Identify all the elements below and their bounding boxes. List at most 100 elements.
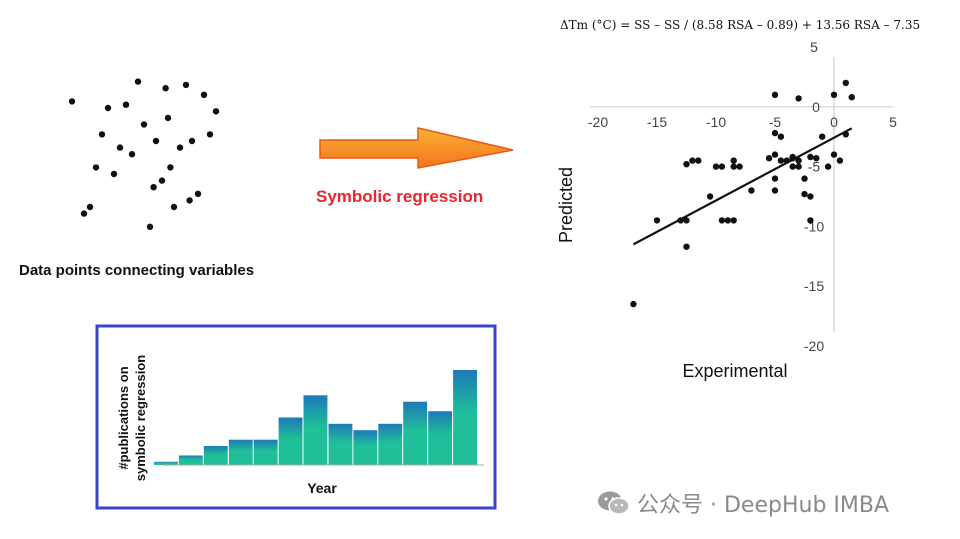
publication-bar: [154, 461, 178, 465]
scatter-point: [748, 187, 755, 194]
inset-x-label: Year: [307, 480, 337, 496]
raw-point: [98, 131, 106, 138]
scatter-point: [765, 155, 773, 162]
scatter-point: [824, 163, 832, 170]
x-tick-label: -20: [588, 114, 608, 130]
scatter-point: [695, 157, 702, 164]
fit-line: [632, 127, 853, 246]
scatter-point: [771, 91, 779, 99]
scatter-point: [683, 217, 690, 224]
scatter-point: [813, 155, 820, 162]
plot-tick-labels: -20 -15 -10 -5 0 5 5 0 -5 -10 -15 -20: [588, 39, 897, 354]
scatter-point: [830, 91, 838, 99]
x-axis-title: Experimental: [682, 361, 787, 381]
publication-bar: [353, 430, 378, 465]
publication-bar: [453, 370, 477, 465]
publication-bar: [328, 423, 353, 465]
raw-point: [162, 85, 169, 92]
predicted-vs-experimental-plot: -20 -15 -10 -5 0 550-5-10-15-20 Experimental …: [556, 39, 897, 381]
raw-data-caption: Data points connecting variables: [19, 262, 255, 279]
scatter-point: [801, 190, 808, 198]
plot-axes: [590, 57, 893, 332]
raw-point: [86, 203, 94, 211]
raw-point: [206, 131, 214, 138]
publication-bar: [253, 439, 278, 465]
y-tick-label: -15: [804, 278, 824, 294]
scatter-point: [795, 163, 802, 170]
raw-point: [110, 170, 118, 178]
publication-bars: [154, 370, 477, 465]
watermark: 公众号 · DeepHub IMBA: [597, 487, 889, 519]
scatter-point: [683, 161, 690, 168]
scatter-point: [771, 187, 779, 194]
y-tick-label: -10: [804, 218, 824, 234]
x-tick-label: -10: [706, 114, 726, 130]
scatter-point: [801, 175, 808, 182]
regression-formula: ΔTm (°C) = SS – SS / (8.58 RSA – 0.89) +…: [560, 18, 921, 32]
raw-point: [104, 104, 112, 112]
publication-bar: [203, 446, 228, 465]
arrow-label: Symbolic regression: [316, 187, 484, 206]
y-axis-title: Predicted: [556, 167, 576, 243]
publication-bar: [303, 395, 328, 465]
scatter-point: [836, 157, 844, 164]
scatter-point: [842, 79, 849, 87]
scatter-point: [830, 151, 838, 158]
scatter-point: [689, 157, 696, 164]
raw-point: [194, 190, 202, 197]
publications-inset: Year #publications on symbolic regressio…: [95, 324, 497, 510]
y-tick-label: 5: [810, 39, 818, 55]
raw-point: [167, 164, 174, 171]
raw-point: [158, 177, 166, 184]
publication-bar: [278, 417, 303, 465]
x-tick-label: -5: [769, 114, 782, 130]
publication-bar: [378, 423, 403, 465]
scatter-point: [807, 153, 814, 161]
scatter-point: [712, 163, 720, 170]
scatter-point: [718, 163, 726, 170]
scatter-point: [819, 133, 826, 140]
raw-point: [170, 203, 178, 211]
raw-point: [188, 137, 196, 145]
publication-bar: [428, 411, 453, 465]
scatter-point: [724, 217, 731, 224]
inset-y-label-line2: symbolic regression: [133, 355, 148, 481]
scatter-point: [706, 193, 714, 200]
publication-bar: [228, 439, 253, 465]
raw-point: [186, 197, 193, 204]
raw-point: [150, 184, 157, 191]
x-tick-label: 5: [889, 114, 897, 130]
scatter-point: [771, 129, 779, 137]
scatter-point: [730, 157, 737, 164]
symbolic-regression-arrow: [319, 127, 514, 169]
raw-data-points: [68, 78, 220, 230]
scatter-point: [807, 193, 814, 200]
inset-y-label-line1: #publications on: [116, 366, 131, 469]
scatter-point: [777, 133, 785, 140]
scatter-point: [777, 157, 785, 164]
scatter-point: [795, 95, 802, 102]
fit-line-segment: [632, 127, 853, 246]
scatter-point: [807, 217, 814, 224]
scatter-point: [653, 217, 661, 224]
raw-point: [164, 114, 172, 122]
publication-bar: [178, 455, 203, 465]
scatter-point: [683, 243, 690, 250]
raw-point: [134, 78, 142, 85]
raw-point: [200, 91, 208, 99]
raw-point: [182, 81, 190, 89]
publication-bar: [403, 401, 428, 465]
raw-point: [122, 101, 130, 108]
scatter-point: [736, 163, 743, 170]
raw-point: [152, 137, 160, 145]
raw-point: [176, 144, 184, 151]
wechat-icon: [597, 490, 631, 516]
scatter-point: [730, 217, 737, 224]
scatter-point: [771, 175, 779, 182]
raw-point: [80, 210, 88, 217]
y-tick-label: -20: [804, 338, 824, 354]
scatter-point: [848, 94, 855, 101]
x-tick-label: 0: [830, 114, 838, 130]
scatter-point: [789, 163, 796, 170]
